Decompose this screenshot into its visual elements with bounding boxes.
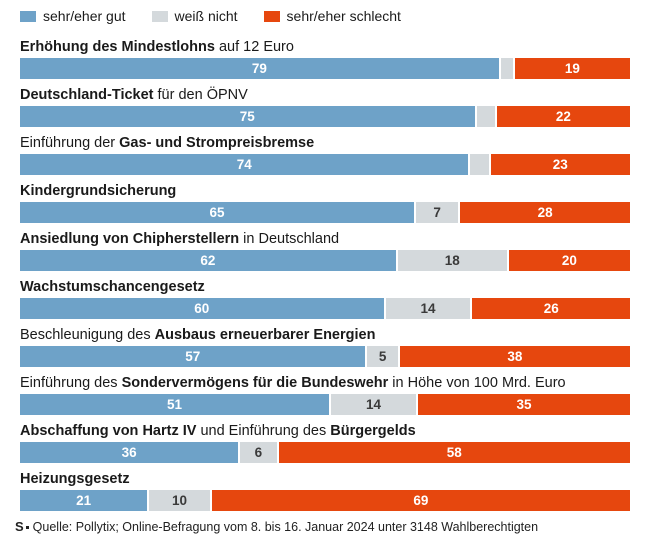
bar-segment-schlecht: 22 — [496, 106, 630, 127]
stacked-bar: 57 5 38 — [20, 346, 630, 367]
chart-row: Deutschland-Ticket für den ÖPNV 75 22 — [20, 86, 630, 127]
bar-segment-weiss: 14 — [331, 394, 416, 415]
row-label: Beschleunigung des Ausbaus erneuerbarer … — [20, 326, 630, 344]
row-label-emphasis: Deutschland-Ticket — [20, 87, 154, 103]
bar-segment-gut: 36 — [20, 442, 239, 463]
row-label: Erhöhung des Mindestlohns auf 12 Euro — [20, 38, 630, 56]
bar-segment-gut: 51 — [20, 394, 330, 415]
row-label: Heizungsgesetz — [20, 470, 630, 488]
bar-segment-weiss — [470, 154, 489, 175]
row-label: Einführung des Sondervermögens für die B… — [20, 374, 630, 392]
legend: sehr/eher gut weiß nicht sehr/eher schlech… — [20, 8, 630, 24]
legend-item-gut: sehr/eher gut — [20, 8, 126, 24]
bar-segment-schlecht: 69 — [211, 490, 630, 511]
chart-row: Wachstumschancengesetz 60 14 26 — [20, 278, 630, 319]
bar-segment-gut: 57 — [20, 346, 366, 367]
bar-segment-weiss: 7 — [415, 202, 459, 223]
bar-segment-schlecht: 20 — [508, 250, 630, 271]
chart-row: Beschleunigung des Ausbaus erneuerbarer … — [20, 326, 630, 367]
chart-row: Einführung des Sondervermögens für die B… — [20, 374, 630, 415]
row-label-emphasis: Sondervermögens für die Bundeswehr — [121, 375, 389, 391]
chart-rows: Erhöhung des Mindestlohns auf 12 Euro 79 1… — [20, 38, 631, 511]
row-label-emphasis: Heizungsgesetz — [20, 471, 130, 487]
bar-segment-weiss — [476, 106, 495, 127]
row-label: Deutschland-Ticket für den ÖPNV — [20, 86, 630, 104]
bar-segment-schlecht: 35 — [417, 394, 630, 415]
legend-label: sehr/eher schlecht — [286, 8, 401, 24]
chart-row: Ansiedlung von Chipherstellern in Deutsc… — [20, 230, 630, 271]
bar-segment-schlecht: 26 — [472, 298, 630, 319]
row-label-text: in Höhe von 100 Mrd. Euro — [388, 375, 566, 391]
row-label-emphasis: Gas- und Strompreisbremse — [119, 135, 315, 151]
legend-swatch-gut — [20, 10, 36, 22]
chart-row: Heizungsgesetz 21 10 69 — [20, 470, 630, 511]
bar-segment-gut: 79 — [20, 58, 499, 79]
bar-segment-gut: 21 — [20, 490, 148, 511]
row-label: Abschaffung von Hartz IV und Einführung … — [20, 422, 630, 440]
bar-segment-gut: 74 — [20, 154, 469, 175]
row-label-text: Einführung der — [20, 135, 120, 151]
bar-segment-weiss — [500, 58, 513, 79]
row-label: Einführung der Gas- und Strompreisbremse — [20, 134, 630, 152]
row-label-text: für den ÖPNV — [153, 87, 248, 103]
row-label-text: auf 12 Euro — [214, 39, 294, 55]
row-label-emphasis: Erhöhung des Mindestlohns — [20, 39, 215, 55]
stacked-bar: 75 22 — [20, 106, 630, 127]
chart-row: Abschaffung von Hartz IV und Einführung … — [20, 422, 630, 463]
bar-segment-weiss: 10 — [149, 490, 210, 511]
row-label-emphasis: Abschaffung von Hartz IV — [20, 423, 197, 439]
source-text: Quelle: Pollytix; Online-Befragung vom 8… — [32, 520, 539, 534]
legend-swatch-schlecht — [263, 10, 280, 22]
chart-container: sehr/eher gut weiß nicht sehr/eher schlech… — [15, 8, 631, 535]
stacked-bar: 21 10 69 — [20, 490, 630, 511]
bar-segment-weiss: 18 — [397, 250, 507, 271]
row-label: Wachstumschancengesetz — [20, 278, 630, 296]
chart-row: Kindergrundsicherung 65 7 28 — [20, 182, 631, 223]
brand-mark: S — [15, 519, 24, 534]
row-label-text: und Einführung des — [196, 423, 331, 439]
stacked-bar: 74 23 — [20, 154, 630, 175]
chart-row: Erhöhung des Mindestlohns auf 12 Euro 79 1… — [20, 38, 630, 79]
legend-item-weiss: weiß nicht — [151, 8, 238, 24]
stacked-bar: 51 14 35 — [20, 394, 630, 415]
row-label: Ansiedlung von Chipherstellern in Deutsc… — [20, 230, 630, 248]
legend-label: sehr/eher gut — [43, 8, 126, 24]
bar-segment-weiss: 6 — [240, 442, 277, 463]
row-label-text: Einführung des — [20, 375, 122, 391]
stacked-bar: 36 6 58 — [20, 442, 630, 463]
row-label-emphasis: Ausbaus erneuerbarer Energien — [154, 327, 376, 343]
bar-segment-gut: 65 — [20, 202, 414, 223]
row-label-emphasis: Kindergrundsicherung — [20, 183, 177, 199]
bullet-icon — [25, 525, 29, 529]
legend-label: weiß nicht — [174, 8, 238, 24]
row-label-emphasis: Ansiedlung von Chipherstellern — [20, 231, 240, 247]
row-label-emphasis: Bürgergelds — [330, 423, 416, 439]
stacked-bar: 60 14 26 — [20, 298, 630, 319]
bar-segment-schlecht: 28 — [460, 202, 631, 223]
row-label: Kindergrundsicherung — [20, 182, 630, 200]
bar-segment-schlecht: 38 — [399, 346, 630, 367]
stacked-bar: 65 7 28 — [20, 202, 631, 223]
bar-segment-gut: 60 — [20, 298, 384, 319]
bar-segment-schlecht: 58 — [278, 442, 630, 463]
row-label-emphasis: Wachstumschancengesetz — [20, 279, 205, 295]
legend-swatch-weiss — [151, 10, 168, 22]
row-label-text: in Deutschland — [239, 231, 340, 247]
bar-segment-schlecht: 19 — [514, 58, 630, 79]
legend-item-schlecht: sehr/eher schlecht — [263, 8, 401, 24]
bar-segment-weiss: 5 — [367, 346, 398, 367]
bar-segment-gut: 75 — [20, 106, 475, 127]
stacked-bar: 79 19 — [20, 58, 630, 79]
bar-segment-schlecht: 23 — [490, 154, 630, 175]
source-line: S Quelle: Pollytix; Online-Befragung vom… — [15, 519, 630, 535]
bar-segment-weiss: 14 — [385, 298, 471, 319]
bar-segment-gut: 62 — [20, 250, 396, 271]
stacked-bar: 62 18 20 — [20, 250, 630, 271]
row-label-text: Beschleunigung des — [20, 327, 155, 343]
chart-row: Einführung der Gas- und Strompreisbremse… — [20, 134, 630, 175]
